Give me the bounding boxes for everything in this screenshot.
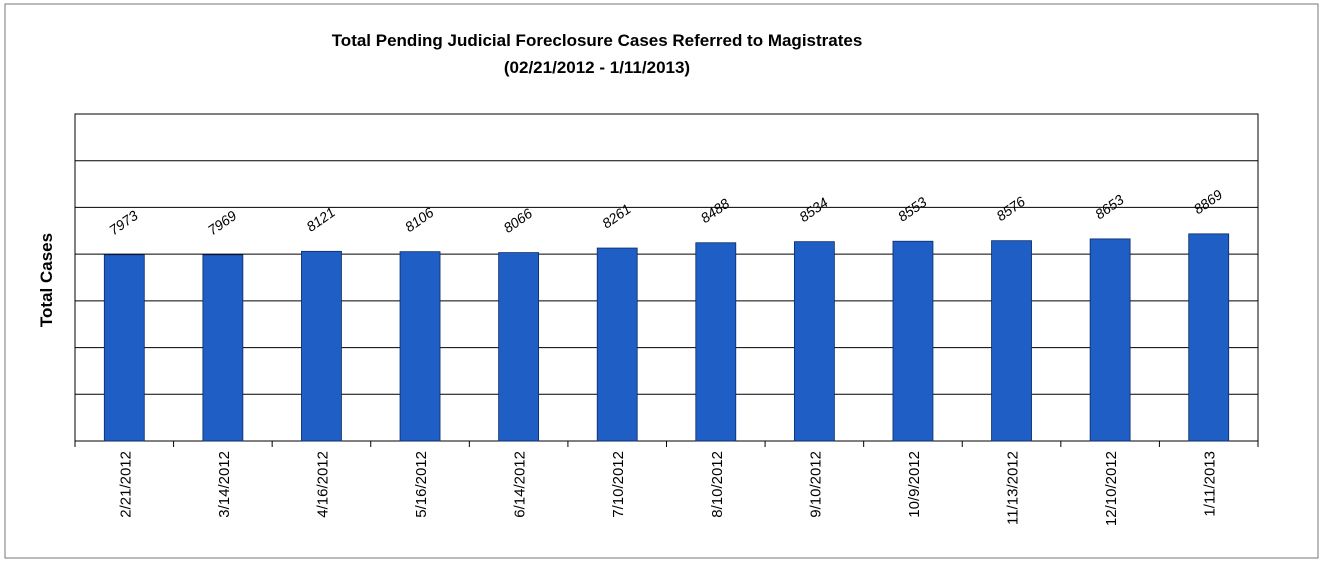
x-tick-label: 3/14/2012 (216, 451, 233, 518)
x-tick-label: 5/16/2012 (413, 451, 430, 518)
bar (892, 240, 934, 442)
data-label: 8534 (796, 194, 831, 225)
data-label: 8576 (993, 193, 1028, 224)
x-tick-label: 11/13/2012 (1005, 451, 1022, 525)
data-label: 8261 (599, 200, 634, 231)
chart-subtitle: (02/21/2012 - 1/11/2013) (504, 58, 690, 77)
bar (1188, 233, 1230, 442)
x-tick-label: 12/10/2012 (1103, 451, 1120, 526)
data-label: 8553 (895, 194, 930, 225)
bar (202, 254, 244, 442)
x-tick-label: 7/10/2012 (610, 451, 627, 518)
data-label: 8066 (500, 205, 535, 236)
plot-area (74, 113, 1259, 442)
x-tick-label: 2/21/2012 (117, 451, 134, 518)
data-label: 8121 (303, 204, 338, 235)
bar (793, 241, 835, 442)
x-tick-label: 8/10/2012 (709, 451, 726, 518)
data-label: 8106 (402, 204, 437, 235)
bar (695, 242, 737, 442)
x-tick-label: 9/10/2012 (807, 451, 824, 518)
x-tick-label: 10/9/2012 (906, 451, 923, 518)
bar (103, 254, 145, 442)
data-label: 7969 (205, 207, 240, 238)
bar (399, 251, 441, 442)
bar (498, 252, 540, 442)
data-label: 8869 (1190, 186, 1225, 217)
data-label: 8488 (698, 195, 733, 226)
bar (1089, 238, 1131, 442)
chart-title: Total Pending Judicial Foreclosure Cases… (332, 31, 863, 50)
bar (301, 250, 342, 442)
bar (596, 247, 638, 442)
y-axis-label: Total Cases (37, 233, 56, 327)
x-tick-label: 6/14/2012 (512, 451, 529, 518)
bar (991, 240, 1032, 442)
data-label: 7973 (106, 207, 141, 238)
frame (4, 3, 1319, 559)
x-tick-label: 1/11/2013 (1202, 451, 1219, 517)
x-tick-label: 4/16/2012 (314, 451, 331, 518)
data-label: 8653 (1092, 191, 1127, 222)
